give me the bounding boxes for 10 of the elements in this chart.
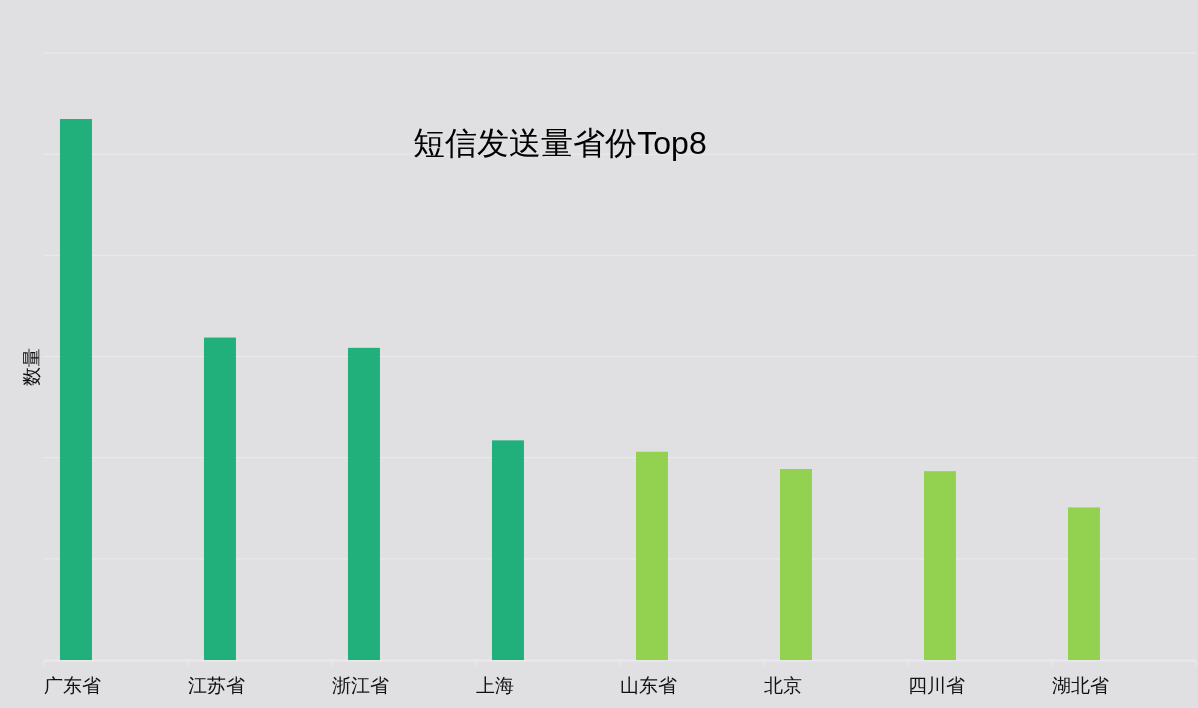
x-tick-label: 湖北省 [1052, 675, 1109, 696]
y-axis-title: 数量 [21, 347, 42, 386]
x-tick-label: 上海 [476, 675, 514, 696]
x-tick-label: 广东省 [44, 675, 101, 696]
x-tick-label: 四川省 [908, 675, 965, 696]
x-tick-label: 北京 [764, 675, 802, 696]
x-tick-label: 江苏省 [188, 675, 245, 696]
chart-title: 短信发送量省份Top8 [413, 125, 707, 161]
x-tick-label: 浙江省 [332, 675, 389, 696]
x-tick-label: 山东省 [620, 675, 677, 696]
